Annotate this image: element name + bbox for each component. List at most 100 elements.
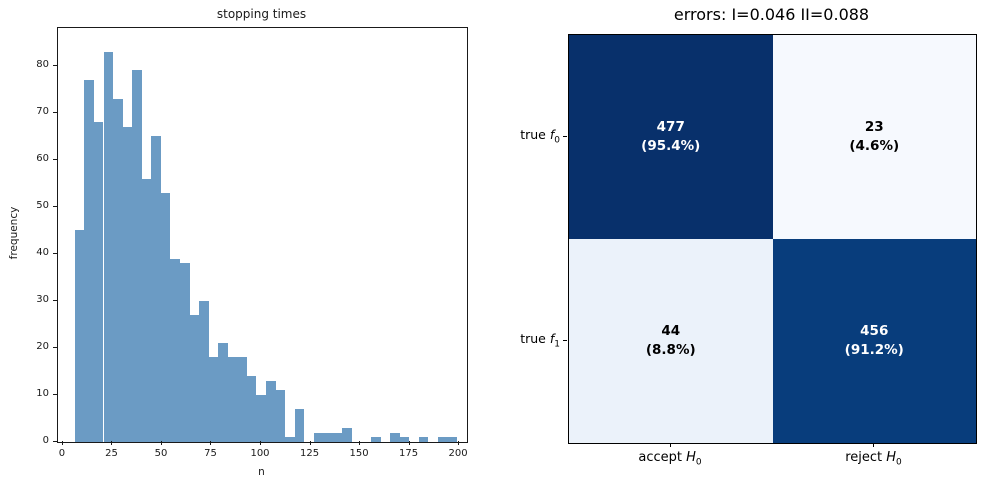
col-label-symbol: H [686,450,696,465]
row-label-subscript: 1 [554,339,560,350]
cell-percent: (8.8%) [645,342,696,358]
histogram-x-axis-label: n [258,466,265,478]
confusion-matrix: 477 (95.4%) 23 (4.6%) 44 (8.8%) 456 (91.2%) [568,34,977,444]
col-label-reject-h0: reject H0 [772,450,975,468]
row-label-subscript: 0 [554,135,560,146]
y-tick-label: 0 [42,435,49,446]
y-tick-label: 50 [36,199,49,211]
x-tick-mark [458,441,460,445]
histogram-plot-area [57,27,468,443]
matrix-cell-r0c0: 477 (95.4%) [569,35,773,239]
y-tick-label: 80 [36,58,49,70]
x-tick-mark [61,441,63,445]
row-label-true-f0: true f0 [474,127,560,146]
histogram-bar [103,51,114,442]
x-tick-mark [160,441,162,445]
histogram-bar [113,98,123,442]
y-tick-mark [53,111,57,113]
y-tick-mark [53,64,57,66]
x-tick-label: 25 [105,448,118,459]
x-tick-label: 75 [204,448,217,459]
matrix-row-tick [563,136,567,137]
y-tick-label: 70 [36,105,49,117]
cell-percent: (91.2%) [844,342,904,358]
row-label-symbol: f [549,331,555,346]
row-label-text: true [520,127,550,142]
histogram-y-axis-label: frequency [8,206,20,260]
row-label-text: true [520,331,550,346]
matrix-cell-r1c1: 456 (91.2%) [772,239,976,443]
histogram-bar [218,343,228,442]
y-tick-mark [53,441,57,442]
x-tick-label: 0 [58,448,66,459]
y-tick-label: 30 [36,293,49,305]
matrix-cell-r1c0: 44 (8.8%) [569,239,773,443]
histogram-bar [227,357,238,442]
cell-percent: (4.6%) [849,138,900,154]
histogram-bar [332,432,343,442]
y-tick-label: 40 [36,246,49,258]
histogram-bar [342,427,352,442]
matrix-cell-r0c1: 23 (4.6%) [772,35,976,239]
histogram-bar [132,70,142,442]
histogram-bar [265,380,276,442]
histogram-bar [160,192,171,442]
histogram-bar [179,263,190,442]
y-tick-label: 60 [36,152,49,164]
histogram-bar [399,437,410,442]
x-tick-label: 200 [448,448,468,459]
x-tick-label: 125 [299,448,320,459]
y-tick-label: 10 [36,387,49,399]
matrix-col-tick [670,443,671,447]
histogram-bar [84,79,94,442]
y-tick-mark [53,205,57,207]
histogram-bar [275,390,286,442]
x-tick-label: 50 [154,448,168,459]
x-tick-mark [210,441,212,445]
histogram-bar [390,432,400,442]
histogram-bar [256,394,266,442]
x-tick-label: 175 [399,448,419,459]
cell-count: 23 [864,119,884,135]
histogram-bar [93,122,104,442]
x-tick-mark [260,441,261,445]
histogram-bar [199,300,209,442]
histogram-bar [170,258,180,442]
col-label-accept-h0: accept H0 [568,450,772,468]
cell-count: 456 [860,323,889,339]
histogram-bar [74,230,85,442]
x-tick-mark [359,441,361,445]
histogram-bar [237,357,247,442]
x-tick-mark [309,441,311,445]
matrix-row-tick [563,340,567,341]
histogram-bar [141,178,152,442]
histogram-bar [323,432,333,442]
y-tick-label: 20 [36,340,49,352]
histogram-bar [371,437,381,442]
x-tick-label: 100 [250,448,270,459]
x-tick-mark [111,441,113,445]
histogram-bar [122,126,133,442]
matrix-col-tick [873,443,874,447]
histogram-bar [313,432,324,442]
histogram-bar [246,376,257,442]
row-label-symbol: f [549,127,555,142]
cell-count: 477 [656,119,685,135]
y-tick-mark [53,393,57,395]
confusion-matrix-title: errors: I=0.046 II=0.088 [673,5,870,24]
histogram-bar [151,136,161,442]
histogram-title: stopping times [216,7,307,21]
histogram-bar [285,437,295,442]
x-tick-mark [408,441,410,445]
y-tick-mark [53,158,57,160]
col-label-symbol: H [886,450,897,465]
col-label-text: reject [845,450,887,465]
cell-percent: (95.4%) [641,138,701,154]
cell-count: 44 [661,323,681,339]
y-tick-mark [53,346,57,348]
histogram-bar [437,437,448,442]
histogram-bar [208,357,219,442]
col-label-subscript: 0 [896,457,902,468]
histogram-bar [447,437,458,442]
